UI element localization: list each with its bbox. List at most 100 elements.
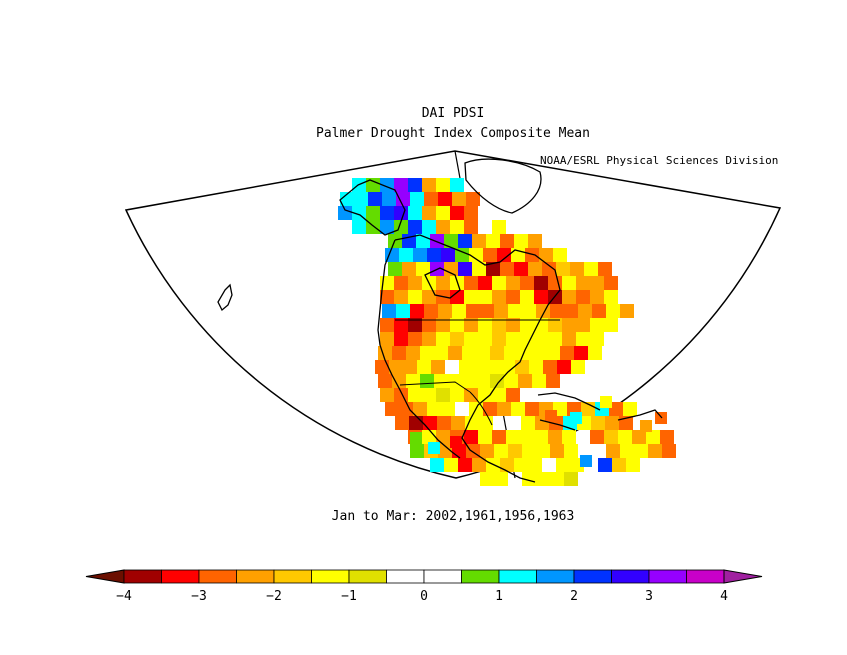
pdsi-cell — [408, 388, 422, 402]
pdsi-cell — [441, 402, 455, 416]
pdsi-cell — [520, 318, 534, 332]
colorbar-swatch — [648, 569, 687, 584]
pdsi-cell — [399, 248, 413, 262]
pdsi-cell — [450, 388, 464, 402]
pdsi-cell — [576, 276, 590, 290]
pdsi-cell — [506, 290, 520, 304]
pdsi-cell — [662, 444, 676, 458]
colorbar-tick-label: 1 — [495, 589, 503, 604]
pdsi-cell — [464, 388, 478, 402]
pdsi-cell — [462, 374, 476, 388]
pdsi-cell — [542, 262, 556, 276]
pdsi-cell — [576, 290, 590, 304]
pdsi-cell — [380, 318, 394, 332]
pdsi-cell — [492, 220, 506, 234]
pdsi-cell — [534, 276, 548, 290]
pdsi-cell — [525, 248, 539, 262]
pdsi-cell — [522, 304, 536, 318]
pdsi-cell — [394, 332, 408, 346]
pdsi-cell — [620, 444, 634, 458]
pdsi-cell — [464, 290, 478, 304]
map-subtitle: Palmer Drought Index Composite Mean — [316, 126, 590, 141]
pdsi-cell — [478, 290, 492, 304]
pdsi-cell — [409, 416, 423, 430]
pdsi-cell — [413, 248, 427, 262]
pdsi-cell — [590, 276, 604, 290]
pdsi-cell — [396, 304, 410, 318]
pdsi-cell — [606, 444, 620, 458]
pdsi-cell — [506, 430, 520, 444]
pdsi-cell — [366, 178, 380, 192]
pdsi-cell — [408, 276, 422, 290]
pdsi-cell — [492, 290, 506, 304]
pdsi-cell — [506, 276, 520, 290]
pdsi-cell — [436, 220, 450, 234]
pdsi-cell — [511, 402, 525, 416]
pdsi-cell — [536, 444, 550, 458]
pdsi-cell — [543, 360, 557, 374]
pdsi-cell — [451, 416, 465, 430]
pdsi-cell — [428, 442, 440, 454]
pdsi-cell — [605, 416, 619, 430]
pdsi-cell — [534, 430, 548, 444]
pdsi-cell — [420, 346, 434, 360]
pdsi-cell — [640, 420, 652, 432]
colorbar-swatch — [311, 569, 350, 584]
pdsi-cell — [504, 374, 518, 388]
colorbar-swatch — [386, 569, 425, 584]
pdsi-cell — [464, 332, 478, 346]
colorbar-over-arrow — [723, 569, 763, 584]
pdsi-cell — [550, 444, 564, 458]
pdsi-cell — [545, 410, 557, 422]
pdsi-cell — [408, 318, 422, 332]
pdsi-cell — [469, 248, 483, 262]
pdsi-cell — [408, 206, 422, 220]
pdsi-cell — [584, 262, 598, 276]
pdsi-cell — [458, 234, 472, 248]
pdsi-cell — [422, 332, 436, 346]
pdsi-cell — [655, 412, 667, 424]
pdsi-cell — [472, 262, 486, 276]
pdsi-cell — [534, 290, 548, 304]
pdsi-cell — [448, 346, 462, 360]
pdsi-cell — [532, 346, 546, 360]
pdsi-cell — [598, 262, 612, 276]
pdsi-cell — [408, 220, 422, 234]
pdsi-cell — [620, 304, 634, 318]
pdsi-cell — [431, 360, 445, 374]
pdsi-cell — [450, 220, 464, 234]
pdsi-cell — [476, 346, 490, 360]
pdsi-cell — [452, 192, 466, 206]
pdsi-cell — [417, 360, 431, 374]
pdsi-cell — [436, 206, 450, 220]
pdsi-cell — [388, 262, 402, 276]
pdsi-cell — [462, 346, 476, 360]
colorbar-swatch — [498, 569, 537, 584]
colorbar-tick-label: −4 — [116, 589, 132, 604]
pdsi-cell — [504, 346, 518, 360]
pdsi-cell — [556, 458, 570, 472]
pdsi-cell — [548, 332, 562, 346]
pdsi-cell — [604, 290, 618, 304]
pdsi-cell — [570, 262, 584, 276]
pdsi-cell — [525, 402, 539, 416]
pdsi-cell — [441, 248, 455, 262]
map-title: DAI PDSI — [421, 106, 485, 121]
pdsi-cell — [557, 360, 571, 374]
pdsi-cell — [500, 234, 514, 248]
pdsi-grid — [338, 178, 676, 486]
pdsi-cell — [514, 458, 528, 472]
pdsi-cell — [494, 444, 508, 458]
pdsi-cell — [578, 304, 592, 318]
pdsi-cell — [450, 332, 464, 346]
pdsi-cell — [392, 346, 406, 360]
pdsi-cell — [497, 248, 511, 262]
pdsi-cell — [632, 430, 646, 444]
pdsi-cell — [402, 262, 416, 276]
pdsi-cell — [450, 318, 464, 332]
pdsi-cell — [571, 360, 585, 374]
pdsi-cell — [385, 248, 399, 262]
pdsi-cell — [392, 374, 406, 388]
colorbar-swatch — [461, 569, 500, 584]
pdsi-cell — [399, 402, 413, 416]
